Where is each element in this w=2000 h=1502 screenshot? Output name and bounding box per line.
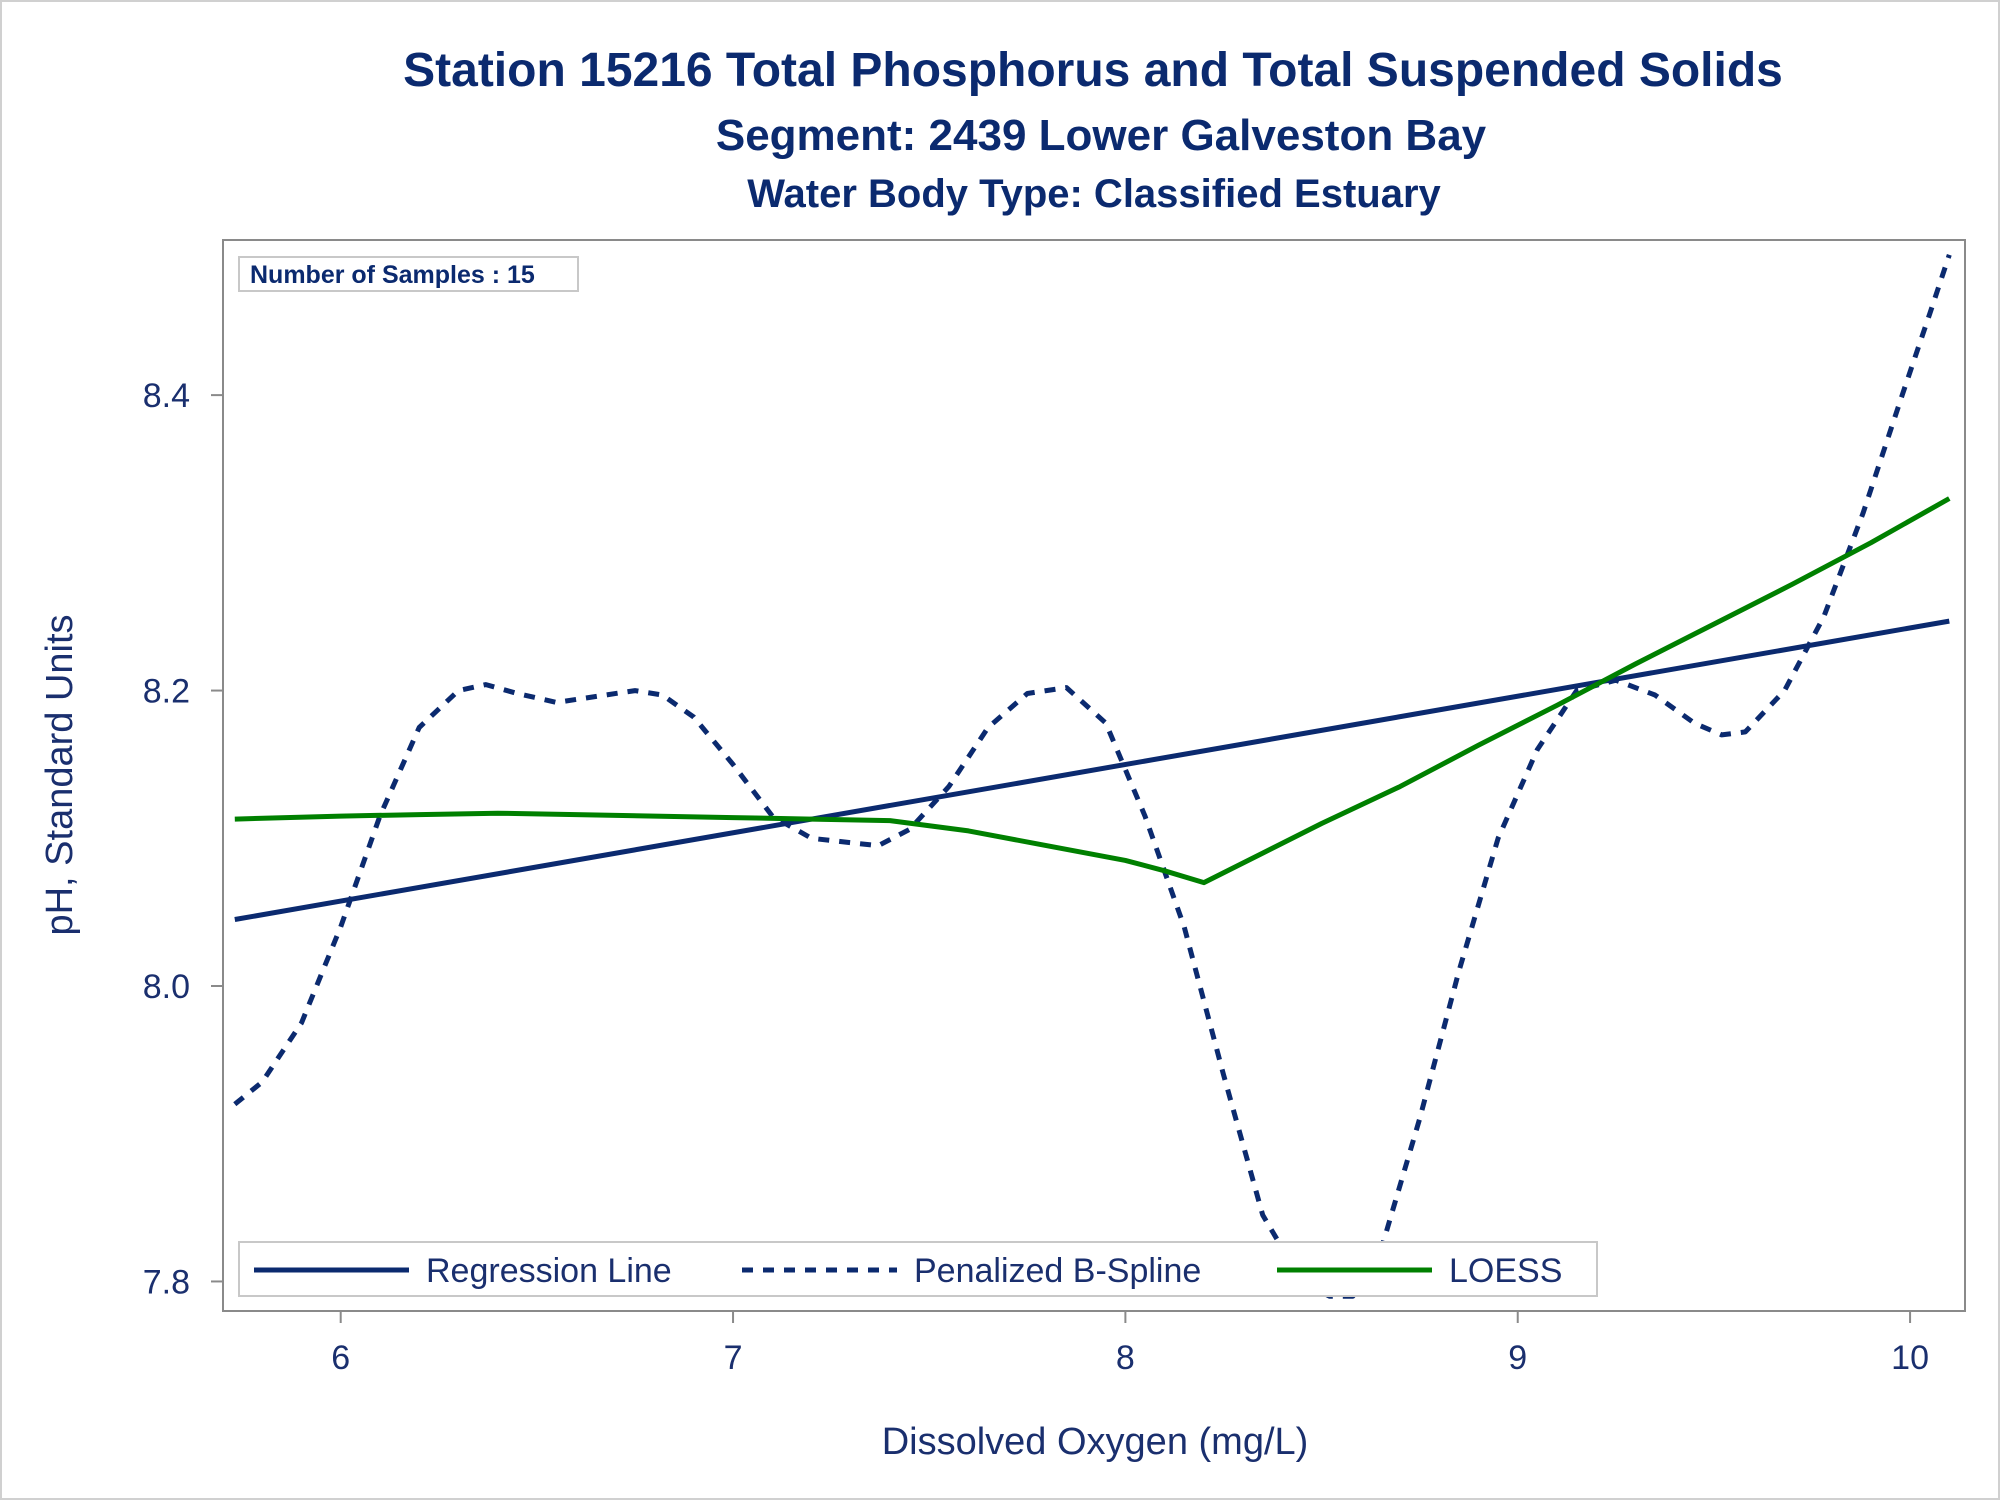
y-axis: 7.8 8.0 8.2 8.4 <box>143 377 223 1301</box>
sample-count-box <box>238 256 579 292</box>
plot-area <box>222 239 1966 1312</box>
chart-subtitle: Segment: 2439 Lower Galveston Bay <box>716 111 1487 160</box>
x-axis-label: Dissolved Oxygen (mg/L) <box>882 1421 1309 1463</box>
series-layer <box>233 254 1952 1299</box>
x-tick-label: 10 <box>1891 1339 1929 1377</box>
series-line-loess <box>234 496 1951 886</box>
legend-label-regression-line: Regression Line <box>426 1252 672 1290</box>
chart-title: Station 15216 Total Phosphorus and Total… <box>403 44 1783 97</box>
y-tick-label: 8.2 <box>143 673 190 711</box>
x-tick-label: 8 <box>1116 1339 1135 1377</box>
legend: Regression Line Penalized B-Spline LOESS <box>254 1252 1562 1290</box>
x-tick-label: 6 <box>331 1339 350 1377</box>
x-axis: 6 7 8 9 10 <box>331 1311 1929 1377</box>
sample-count-label: Number of Samples : 15 <box>250 261 535 289</box>
y-tick-label: 7.8 <box>143 1263 190 1301</box>
y-tick-label: 8.4 <box>143 377 190 415</box>
legend-label-penalized-b-spline: Penalized B-Spline <box>914 1252 1201 1290</box>
y-tick-label: 8.0 <box>143 968 190 1006</box>
series-line-regression-line <box>234 618 1950 922</box>
x-tick-label: 9 <box>1508 1339 1527 1377</box>
legend-label-loess: LOESS <box>1449 1252 1562 1290</box>
y-axis-label: pH, Standard Units <box>39 614 81 935</box>
x-tick-label: 7 <box>724 1339 743 1377</box>
chart-subtitle-2: Water Body Type: Classified Estuary <box>747 172 1441 216</box>
